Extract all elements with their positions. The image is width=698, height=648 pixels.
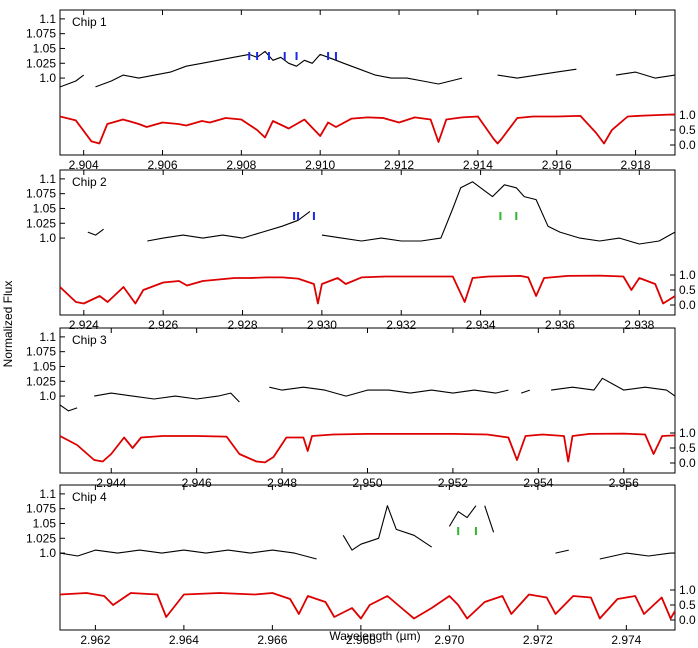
x-tick-label: 2.932	[386, 318, 416, 332]
x-tick-label: 2.956	[609, 476, 639, 490]
y-tick-label: 1.05	[33, 516, 57, 530]
model-spectrum-2	[60, 274, 675, 305]
x-tick-label: 2.968	[346, 633, 376, 647]
x-tick-label: 2.946	[182, 476, 212, 490]
x-tick-label: 2.930	[307, 318, 337, 332]
chip-panel-2: 2.924 2.926 2.928 2.930 2.932 2.934 2.936 2.938…	[26, 169, 696, 332]
y-tick-label: 1.1	[39, 487, 56, 501]
panel-frame-4	[59, 484, 676, 631]
model-spectrum-4	[60, 592, 675, 620]
x-tick-label: 2.918	[621, 158, 651, 172]
chip-panel-3: 2.944 2.946 2.948 2.950 2.952 2.954 2.9561.11.…	[26, 327, 696, 490]
right-y-tick-label: 1.0	[679, 426, 696, 440]
right-y-tick-label: 1.0	[679, 583, 696, 597]
panel-frame-1	[59, 9, 676, 156]
model-spectrum-1	[60, 113, 675, 145]
observed-spectrum-3	[60, 377, 675, 412]
x-axis-title: Wavelength (µm)	[329, 629, 420, 643]
right-y-tick-label: 1.0	[679, 268, 696, 282]
x-tick-label: 2.950	[352, 476, 382, 490]
x-tick-label: 2.934	[466, 318, 496, 332]
chip-label-4: Chip 4	[72, 490, 107, 504]
x-tick-label: 2.926	[148, 318, 178, 332]
x-tick-label: 2.914	[463, 158, 493, 172]
y-tick-label: 1.1	[39, 172, 56, 186]
right-y-tick-label: 0.0	[679, 456, 696, 470]
y-tick-label: 1.1	[39, 12, 56, 26]
x-tick-label: 2.904	[69, 158, 99, 172]
x-tick-label: 2.962	[80, 633, 110, 647]
x-tick-label: 2.938	[624, 318, 654, 332]
x-tick-label: 2.970	[434, 633, 464, 647]
x-tick-label: 2.936	[545, 318, 575, 332]
chip-panels: 2.904 2.906 2.908 2.910 2.912 2.914 2.916 2.918…	[26, 9, 696, 647]
y-tick-label: 1.075	[26, 27, 56, 41]
x-tick-label: 2.908	[226, 158, 256, 172]
panel-frame-2	[59, 169, 676, 316]
right-y-tick-label: 0.5	[679, 598, 696, 612]
right-y-tick-label: 0.0	[679, 298, 696, 312]
chip-panel-4: 2.962 2.964 2.966 2.968 2.970 2.972 2.9741.11.…	[26, 484, 696, 647]
right-y-tick-label: 1.0	[679, 108, 696, 122]
y-tick-label: 1.0	[39, 389, 56, 403]
x-tick-label: 2.906	[147, 158, 177, 172]
x-tick-label: 2.912	[384, 158, 414, 172]
y-tick-label: 1.0	[39, 546, 56, 560]
observed-spectrum-2	[87, 181, 675, 245]
y-tick-label: 1.025	[26, 56, 56, 70]
right-y-tick-label: 0.0	[679, 138, 696, 152]
y-tick-label: 1.05	[33, 359, 57, 373]
model-spectrum-3	[60, 432, 675, 464]
y-tick-label: 1.025	[26, 531, 56, 545]
chip-label-2: Chip 2	[72, 175, 107, 189]
y-tick-label: 1.1	[39, 330, 56, 344]
right-y-tick-label: 0.5	[679, 123, 696, 137]
panel-frame-3	[59, 327, 676, 474]
y-tick-label: 1.025	[26, 216, 56, 230]
y-tick-label: 1.075	[26, 502, 56, 516]
chip-panel-1: 2.904 2.906 2.908 2.910 2.912 2.914 2.916 2.918…	[26, 9, 696, 172]
y-tick-label: 1.075	[26, 187, 56, 201]
y-tick-label: 1.0	[39, 71, 56, 85]
x-tick-label: 2.928	[228, 318, 258, 332]
y-tick-label: 1.05	[33, 41, 57, 55]
y-tick-label: 1.05	[33, 201, 57, 215]
x-tick-label: 2.964	[169, 633, 199, 647]
x-tick-label: 2.924	[69, 318, 99, 332]
y-tick-label: 1.025	[26, 374, 56, 388]
x-tick-label: 2.972	[523, 633, 553, 647]
x-tick-label: 2.966	[257, 633, 287, 647]
x-tick-label: 2.910	[305, 158, 335, 172]
chip-label-3: Chip 3	[72, 333, 107, 347]
x-tick-label: 2.954	[523, 476, 553, 490]
y-tick-label: 1.0	[39, 231, 56, 245]
right-y-tick-label: 0.0	[679, 613, 696, 627]
y-tick-label: 1.075	[26, 345, 56, 359]
x-tick-label: 2.952	[438, 476, 468, 490]
x-tick-label: 2.948	[267, 476, 297, 490]
chip-label-1: Chip 1	[72, 15, 107, 29]
observed-spectrum-4	[60, 505, 675, 560]
right-y-tick-label: 0.5	[679, 283, 696, 297]
x-tick-label: 2.974	[611, 633, 641, 647]
observed-spectrum-1	[60, 50, 675, 88]
right-y-tick-label: 0.5	[679, 441, 696, 455]
x-tick-label: 2.944	[96, 476, 126, 490]
y-axis-title: Normalized Flux	[1, 281, 15, 368]
x-tick-label: 2.916	[542, 158, 572, 172]
